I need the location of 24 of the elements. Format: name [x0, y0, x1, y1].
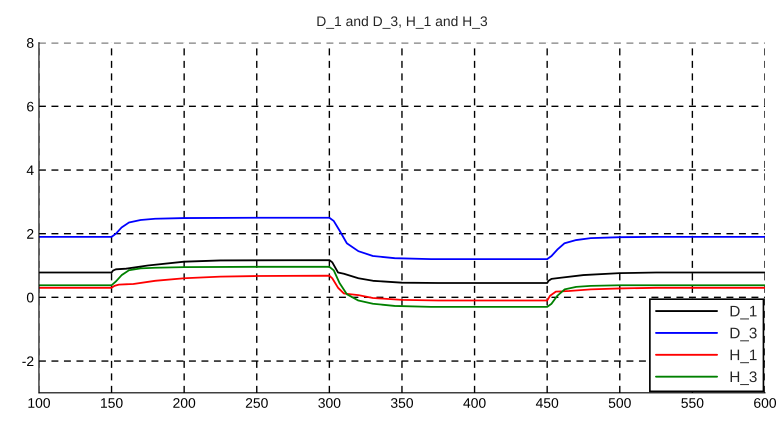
y-tick-label: 8	[26, 38, 34, 48]
x-tick-label: 300	[318, 398, 340, 408]
x-tick-label: 150	[101, 398, 123, 408]
x-tick-label: 500	[608, 398, 631, 408]
x-tick-label: 350	[390, 398, 414, 408]
x-tick-label: 450	[536, 398, 558, 408]
line-series	[38, 216, 765, 260]
x-tick-label: 200	[173, 398, 196, 408]
legend-label: D_3	[730, 328, 757, 342]
chart-title: D_1 and D_3, H_1 and H_3	[317, 16, 488, 29]
legend-label: H_1	[730, 350, 757, 364]
y-tick-label: 4	[26, 166, 34, 176]
y-tick-label: 0	[26, 292, 34, 303]
x-tick-label: 100	[28, 398, 50, 408]
x-tick-label: 400	[463, 398, 486, 408]
legend-label: H_3	[730, 371, 757, 386]
y-tick-label: -2	[22, 356, 34, 366]
y-tick-label: 2	[27, 229, 34, 239]
x-tick-label: 250	[246, 398, 268, 408]
line-series	[38, 274, 765, 302]
y-tick-label: 6	[27, 102, 34, 112]
x-tick-label: 550	[681, 398, 704, 408]
legend-label: D_1	[730, 306, 757, 320]
x-tick-label: 600	[754, 398, 776, 408]
